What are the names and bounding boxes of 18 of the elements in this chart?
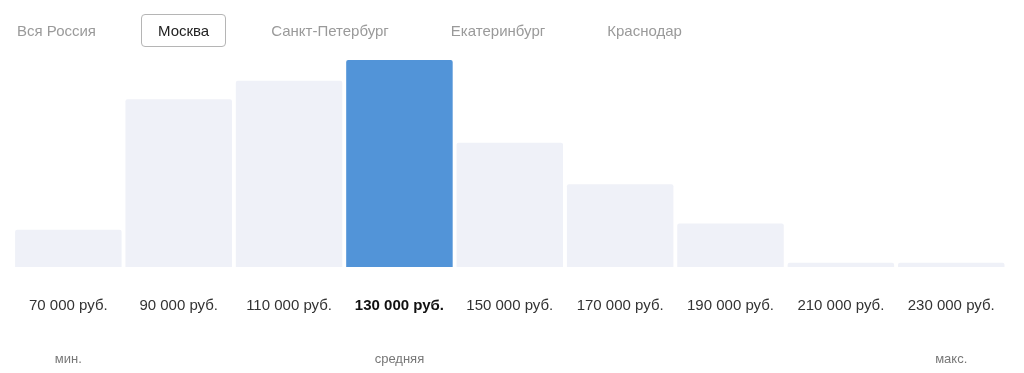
x-tick-label: 70 000 руб. <box>29 296 108 314</box>
x-tick-label: 170 000 руб. <box>576 296 664 314</box>
x-tick-label: 150 000 руб. <box>466 296 554 314</box>
text: мин. <box>54 350 82 366</box>
x-tick-label: 230 000 руб. <box>907 296 995 314</box>
x-tick-label: 210 000 руб. <box>797 296 885 314</box>
bar <box>346 60 453 267</box>
x-tick-label: 110 000 руб. <box>246 296 333 314</box>
text: Краснодар <box>606 20 683 41</box>
text: Санкт-Петербург <box>270 20 390 41</box>
text: Москва <box>140 13 227 47</box>
x-tick-label: 130 000 руб. <box>354 296 444 314</box>
text: Екатеринбург <box>449 20 547 41</box>
text: Вся Россия <box>16 20 97 41</box>
text: средняя <box>374 350 425 366</box>
x-tick-label: 190 000 руб. <box>687 296 775 314</box>
text: макс. <box>935 350 968 366</box>
x-tick-label: 90 000 руб. <box>139 296 219 314</box>
